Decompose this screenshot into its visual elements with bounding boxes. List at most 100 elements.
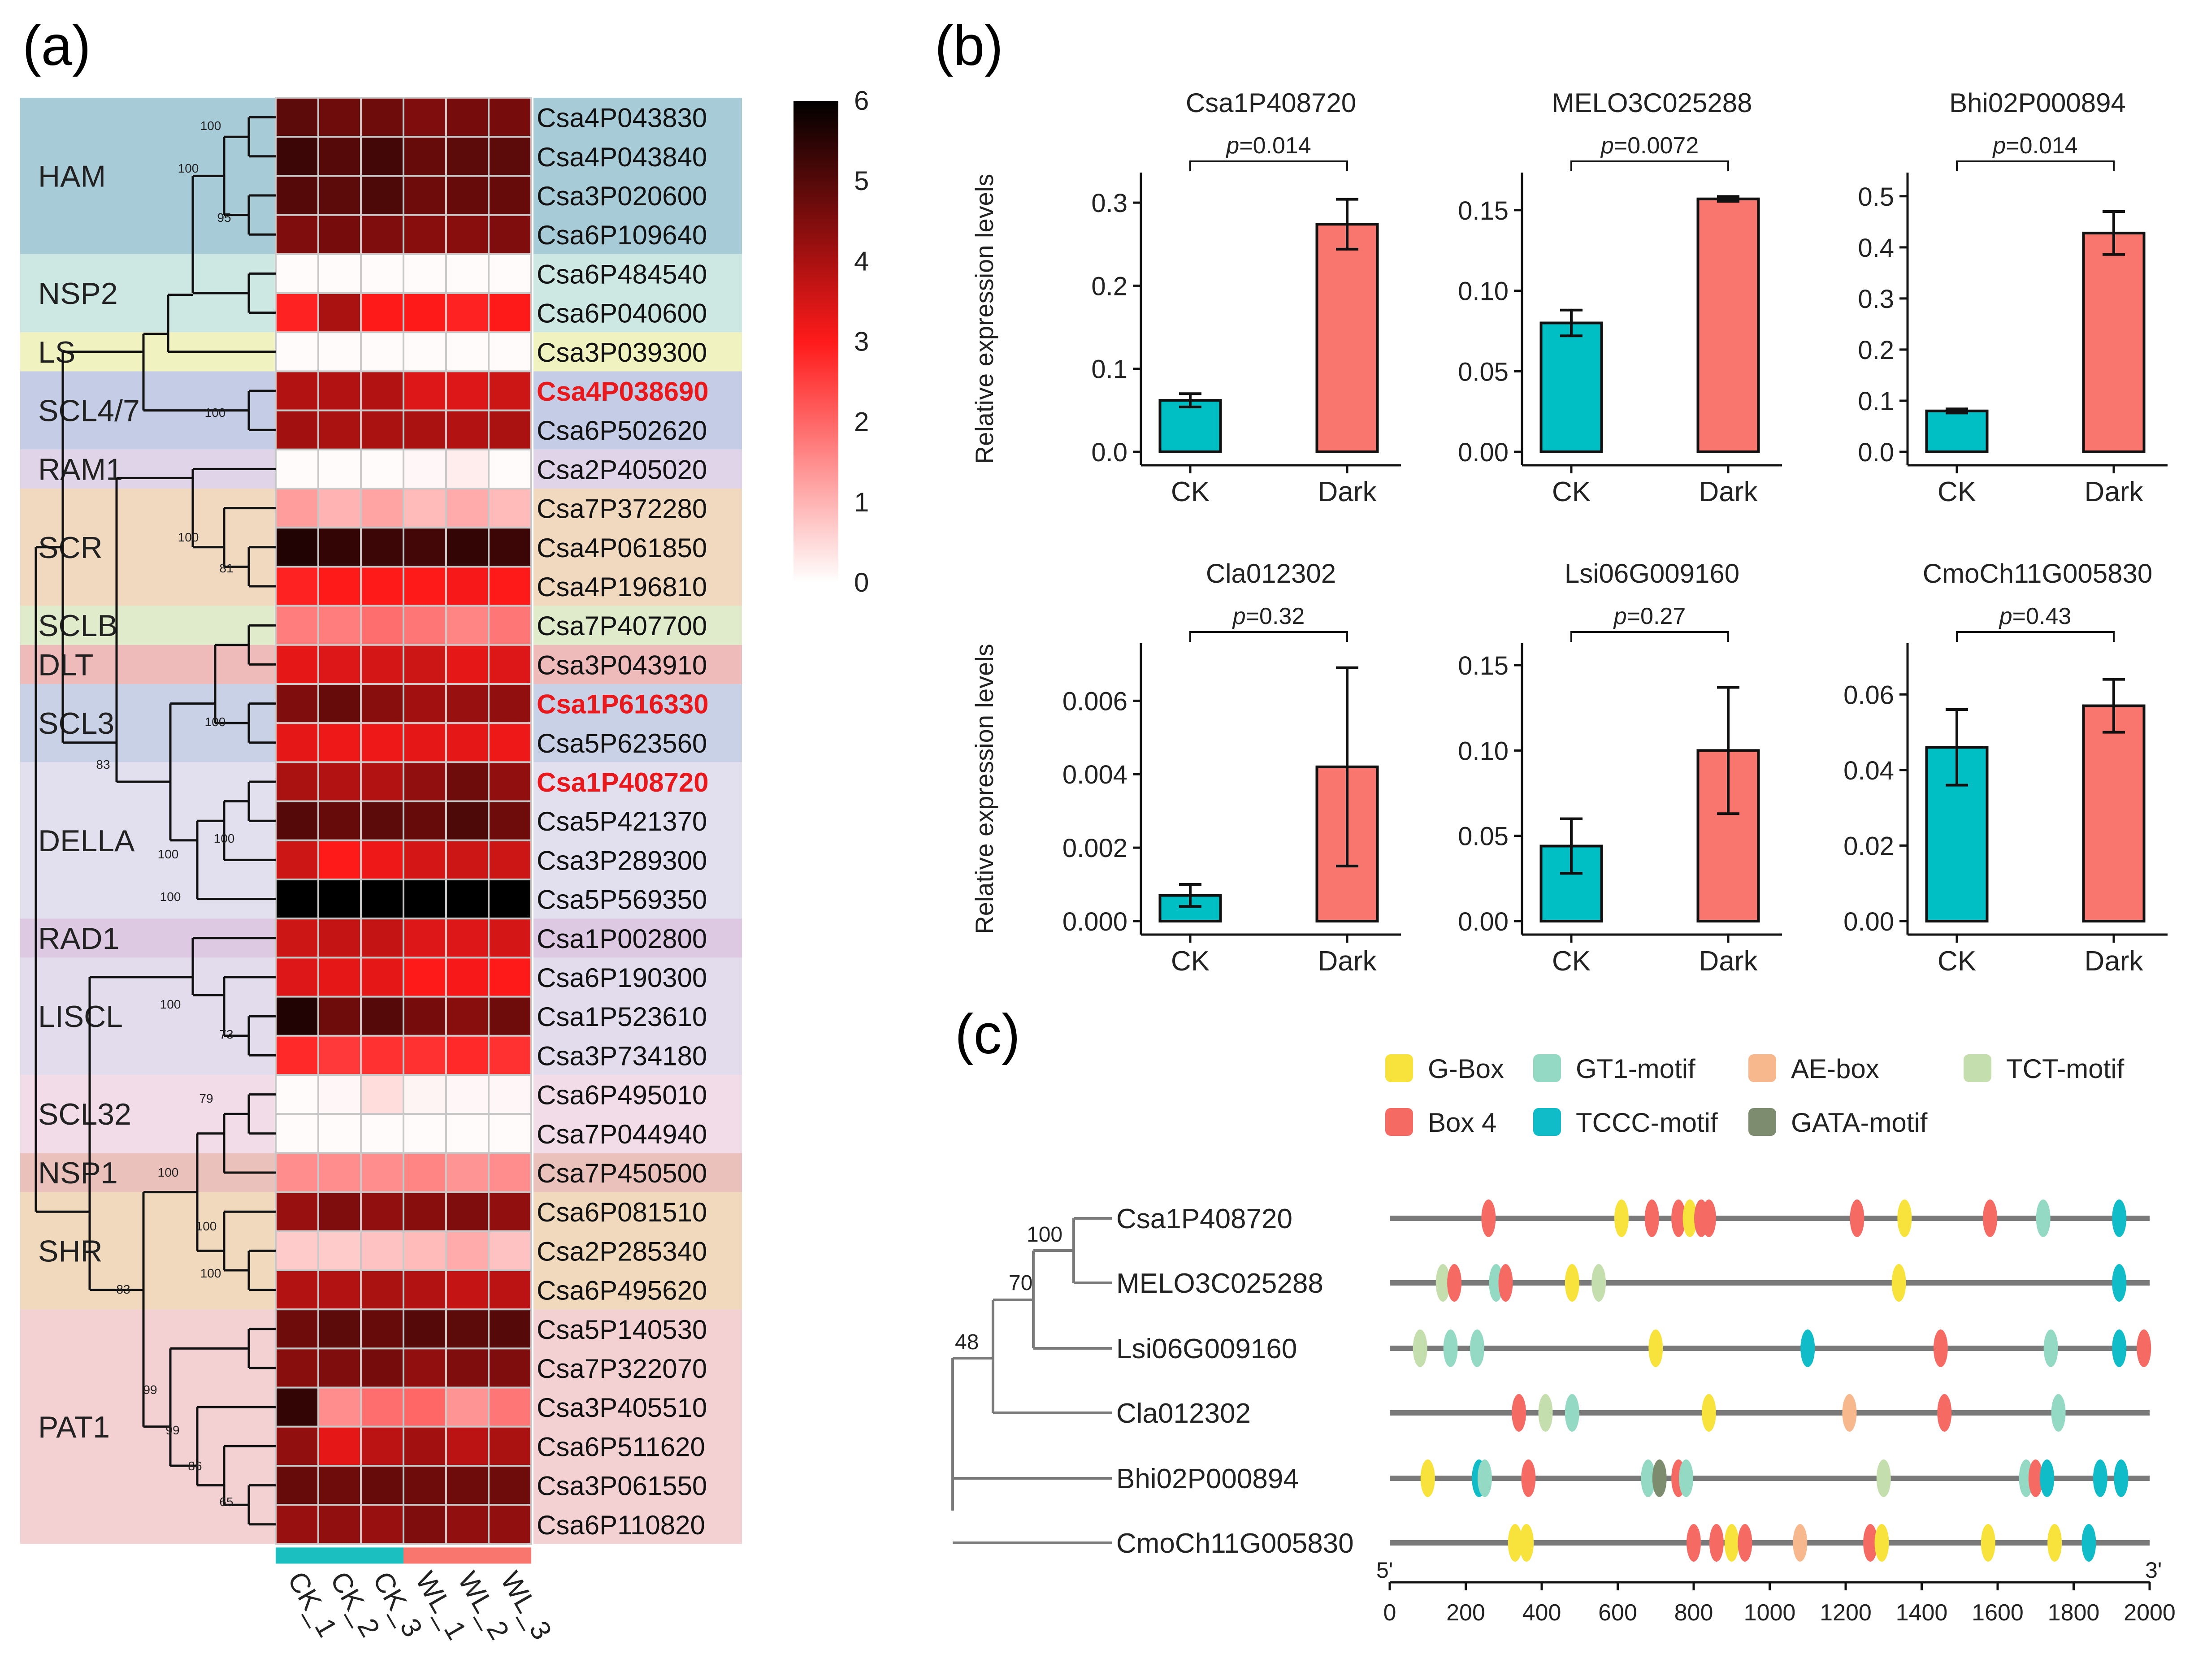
heatmap-cell xyxy=(275,370,319,411)
heatmap-cell xyxy=(445,800,490,841)
gene-label: MELO3C025288 xyxy=(1116,1268,1323,1299)
motif-site xyxy=(1477,1459,1492,1497)
gene-label: Csa6P081510 xyxy=(537,1197,707,1227)
motif-row: Bhi02P000894 xyxy=(1116,1459,2150,1497)
heatmap-cell xyxy=(317,409,362,450)
motif-row: Csa1P408720 xyxy=(1116,1199,2150,1237)
heatmap-cell xyxy=(317,1191,362,1232)
motif-site xyxy=(2114,1459,2129,1497)
significance-bracket xyxy=(1956,631,2115,642)
heatmap-cell xyxy=(317,136,362,177)
heatmap-cell xyxy=(275,292,319,333)
gene-label: Csa6P495620 xyxy=(537,1276,707,1306)
motif-site xyxy=(1538,1394,1553,1432)
legend-swatch xyxy=(1533,1054,1561,1082)
heatmap-cell xyxy=(445,253,490,294)
heatmap-cell xyxy=(360,1425,404,1467)
p-value-label: p=0.32 xyxy=(1232,603,1305,629)
colorbar-tick-label: 0 xyxy=(854,567,869,598)
bar-ck xyxy=(1925,409,1989,453)
subfamily-label: HAM xyxy=(38,159,106,193)
legend-label: G-Box xyxy=(1428,1054,1504,1084)
heatmap-cell xyxy=(445,644,490,685)
heatmap-cell xyxy=(488,1465,532,1506)
bootstrap-value: 100 xyxy=(160,890,181,904)
heatmap-cell xyxy=(488,996,532,1037)
heatmap-cell xyxy=(488,1425,532,1467)
heatmap-cell xyxy=(275,566,319,607)
y-tick-label: 0.1 xyxy=(1858,387,1894,416)
heatmap-cell xyxy=(445,918,490,959)
motif-site xyxy=(1671,1199,1686,1237)
motif-site xyxy=(2047,1524,2062,1562)
motif-site xyxy=(1508,1524,1522,1562)
x-tick-label: CK xyxy=(1171,946,1210,977)
heatmap-cell xyxy=(445,488,490,529)
bootstrap-value: 83 xyxy=(96,758,110,771)
heatmap-cell xyxy=(445,1074,490,1115)
motif-site xyxy=(1738,1524,1752,1562)
bootstrap-value: 100 xyxy=(178,161,199,175)
heatmap-cell xyxy=(488,370,532,411)
motif-site xyxy=(1983,1199,1998,1237)
y-tick-label: 0.1 xyxy=(1091,355,1127,384)
motif-site xyxy=(1679,1459,1694,1497)
heatmap-cell xyxy=(445,527,490,568)
gene-label: Csa4P043830 xyxy=(537,103,707,133)
gene-label: Csa7P450500 xyxy=(537,1158,707,1188)
y-tick-label: 0.2 xyxy=(1858,336,1894,365)
heatmap-cell xyxy=(275,1035,319,1076)
motif-site xyxy=(2051,1394,2066,1432)
heatmap-cell xyxy=(488,1230,532,1272)
subfamily-gene-band-12 xyxy=(533,1075,742,1153)
p-symbol: p xyxy=(1613,603,1627,629)
heatmap-cell xyxy=(360,605,404,646)
bar-chart-panel: Csa1P408720 0.0 0.1 0.2 0.3 Relative expressi… xyxy=(970,88,2168,977)
heatmap-cell xyxy=(488,605,532,646)
heatmap-cell xyxy=(317,527,362,568)
heatmap-cell xyxy=(360,722,404,763)
subfamily-gene-band-2 xyxy=(533,332,742,372)
colorbar-tick-label: 1 xyxy=(854,487,869,517)
heatmap-cell xyxy=(403,644,447,685)
position-tick-label: 800 xyxy=(1674,1600,1713,1626)
y-axis-title: Relative expression levels xyxy=(970,644,998,934)
heatmap-cell xyxy=(360,1074,404,1115)
colorbar-tick-label: 3 xyxy=(854,327,869,357)
heatmap-cell xyxy=(275,1504,319,1545)
heatmap-cell xyxy=(488,761,532,802)
heatmap-cell xyxy=(445,97,490,138)
y-tick-label: 0.3 xyxy=(1091,189,1127,218)
gene-label: Csa6P495010 xyxy=(537,1080,707,1110)
heatmap-cell xyxy=(275,1308,319,1350)
y-tick-label: 0.0 xyxy=(1091,438,1127,467)
motif-site xyxy=(1519,1524,1534,1562)
position-tick-label: 400 xyxy=(1522,1600,1561,1626)
heatmap-cell xyxy=(403,1074,447,1115)
legend-swatch xyxy=(1748,1054,1776,1082)
gene-label: Csa3P405510 xyxy=(537,1393,707,1423)
bootstrap-value: 73 xyxy=(219,1027,233,1041)
y-tick-label: 0.15 xyxy=(1458,651,1509,680)
heatmap-cell xyxy=(403,175,447,216)
y-tick-label: 0.02 xyxy=(1843,831,1894,861)
heatmap-cell xyxy=(488,1386,532,1428)
p-symbol: p xyxy=(1992,133,2006,159)
heatmap-cell xyxy=(445,214,490,255)
gene-label: Csa3P061550 xyxy=(537,1471,707,1501)
heatmap-cell xyxy=(317,253,362,294)
heatmap-cell xyxy=(317,1425,362,1467)
heatmap-cell xyxy=(317,1308,362,1350)
bar-chart-2: MELO3C025288 0.00 0.05 0.10 0.15 CK Dark p=0.00… xyxy=(1458,88,1782,507)
heatmap-cell xyxy=(360,1113,404,1154)
heatmap-cell xyxy=(317,1465,362,1506)
promoter-motif-panel: G-Box GT1-motif AE-box TCT-motif Box 4 TCCC-m… xyxy=(951,1054,2176,1626)
heatmap-cell xyxy=(488,644,532,685)
heatmap-cell xyxy=(488,1308,532,1350)
heatmap-cell xyxy=(317,1230,362,1272)
heatmap-cell xyxy=(360,488,404,529)
heatmap-cell xyxy=(317,1347,362,1389)
panel-label-c: (c) xyxy=(955,1003,1020,1065)
bootstrap-value: 79 xyxy=(199,1091,213,1105)
